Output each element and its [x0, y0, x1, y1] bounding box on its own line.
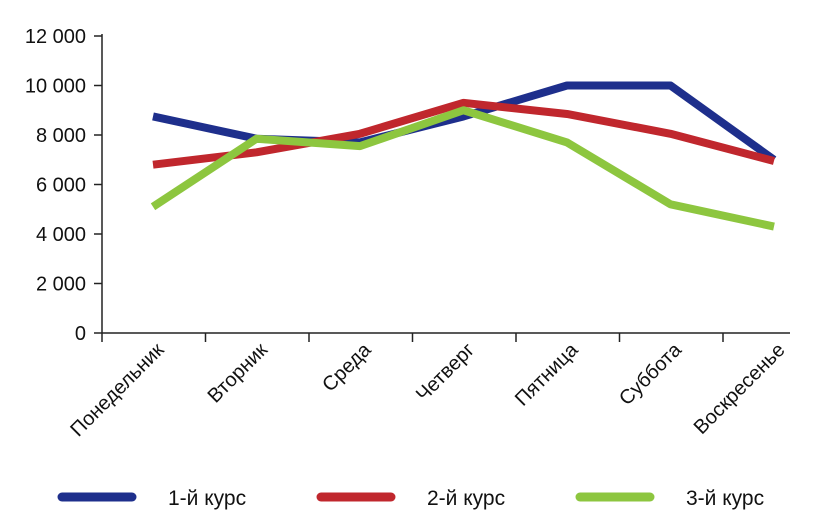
- x-tick-label: Четверг: [412, 339, 479, 406]
- legend-label-3: 3-й курс: [686, 487, 764, 510]
- x-tick-label: Суббота: [615, 338, 687, 410]
- series-lines: [150, 81, 777, 231]
- x-tick-label: Понедельник: [66, 339, 168, 441]
- x-tick-label: Пятница: [511, 338, 583, 410]
- legend-label-2: 2-й курс: [427, 487, 505, 510]
- x-tick-label: Вторник: [204, 339, 273, 408]
- legend-label-1: 1-й курс: [168, 487, 246, 510]
- x-tick-label: Воскресенье: [690, 339, 790, 439]
- y-tick-label: 10 000: [25, 76, 86, 98]
- y-axis-ticks: 0 2 000 4 000 6 000 8 000 10 000 12 000: [25, 26, 102, 345]
- y-tick-label: 4 000: [36, 224, 86, 246]
- x-axis-ticks: Понедельник Вторник Среда Четверг Пятница Суб…: [66, 333, 790, 441]
- legend: 1-й курс 2-й курс 3-й курс: [57, 487, 764, 510]
- x-tick-label: Среда: [318, 338, 376, 396]
- y-tick-label: 8 000: [36, 125, 86, 147]
- series-line-3: [150, 106, 775, 231]
- y-tick-label: 2 000: [36, 274, 86, 296]
- axes: [101, 34, 790, 334]
- y-tick-label: 12 000: [25, 26, 86, 48]
- y-tick-label: 0: [75, 323, 86, 345]
- series-line-2: [152, 98, 776, 169]
- y-tick-label: 6 000: [36, 175, 86, 197]
